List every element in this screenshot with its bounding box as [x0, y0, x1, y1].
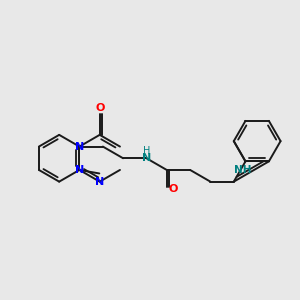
Text: H: H — [143, 146, 150, 156]
Text: N: N — [75, 165, 84, 175]
Text: O: O — [95, 103, 104, 113]
Text: N: N — [75, 142, 84, 152]
Text: N: N — [95, 177, 104, 187]
Text: O: O — [168, 184, 178, 194]
Text: N: N — [142, 153, 151, 163]
Text: NH: NH — [234, 165, 251, 175]
